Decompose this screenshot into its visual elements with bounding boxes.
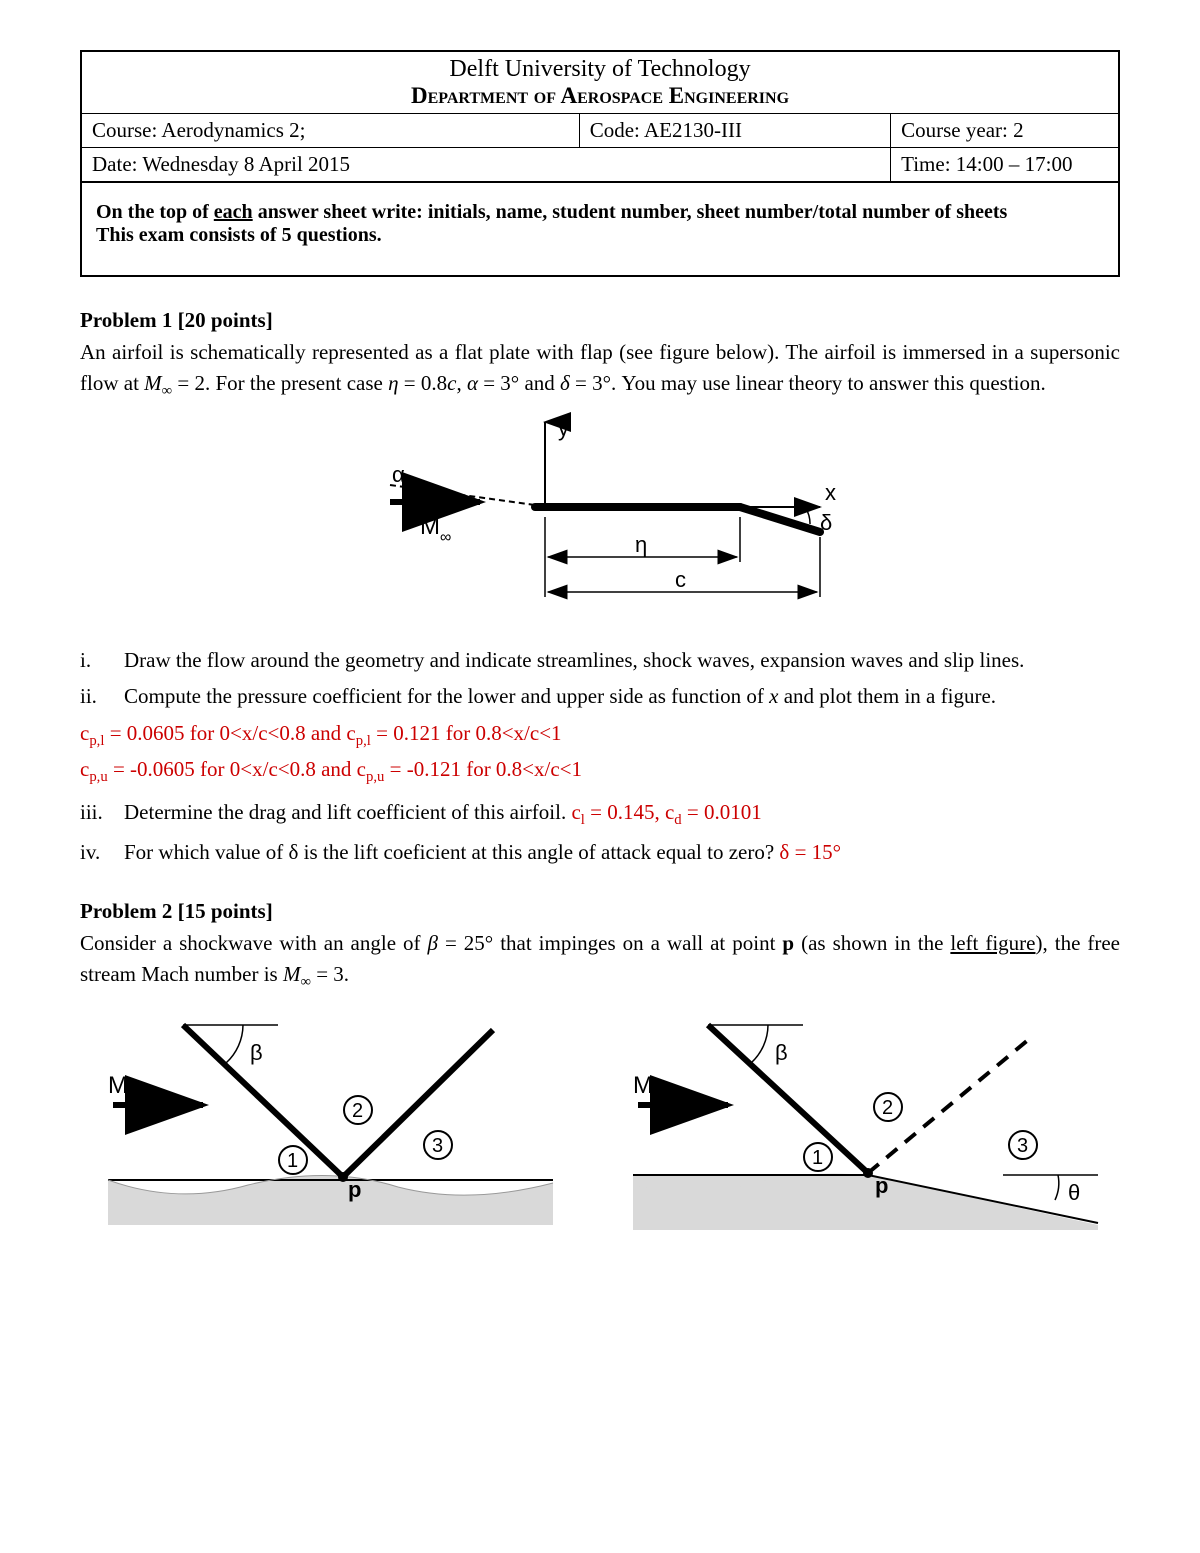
course-cell: Course: Aerodynamics 2; <box>81 114 579 148</box>
instructions-line-1: On the top of each answer sheet write: i… <box>96 201 1104 224</box>
label-x: x <box>825 480 836 505</box>
label-delta: δ <box>820 510 832 535</box>
label-minf: M∞ <box>420 513 451 546</box>
p1-item-iii: iii. Determine the drag and lift coeffic… <box>80 797 762 832</box>
problem-1-list-b: iii. Determine the drag and lift coeffic… <box>80 797 1120 868</box>
p1-answer-2: cp,u = -0.0605 for 0<x/c<0.8 and cp,u = … <box>80 754 1120 789</box>
instr-1b: answer sheet write: initials, name, stud… <box>253 201 1008 223</box>
label-minf-l: M∞ <box>108 1072 139 1105</box>
label-beta-l: β <box>250 1040 263 1065</box>
code-cell: Code: AE2130-III <box>579 114 890 148</box>
region-3-r: 3 <box>1017 1135 1028 1157</box>
department-name: Department of Aerospace Engineering <box>92 83 1108 109</box>
region-1-r: 1 <box>812 1147 823 1169</box>
university-name: Delft University of Technology <box>92 56 1108 83</box>
figure-2-left-svg: β M∞ 1 2 3 p <box>98 1015 568 1235</box>
roman-iii: iii. <box>80 797 124 832</box>
figure-2-right: β M∞ θ 1 2 3 p <box>615 1015 1120 1243</box>
figure-2-right-svg: β M∞ θ 1 2 3 p <box>623 1015 1113 1235</box>
roman-i: i. <box>80 645 124 675</box>
row-course: Course: Aerodynamics 2; Code: AE2130-III… <box>81 114 1119 148</box>
problem-1-heading: Problem 1 [20 points] <box>80 305 1120 335</box>
title-cell: Delft University of Technology Departmen… <box>81 51 1119 114</box>
p1-answer-1: cp,l = 0.0605 for 0<x/c<0.8 and cp,l = 0… <box>80 718 1120 753</box>
instructions-line-2: This exam consists of 5 questions. <box>96 224 1104 247</box>
point-p-l: p <box>348 1177 361 1202</box>
problem-1-body: An airfoil is schematically represented … <box>80 337 1120 402</box>
title-row: Delft University of Technology Departmen… <box>81 51 1119 114</box>
p1-iv-text: For which value of δ is the lift coefici… <box>124 837 841 867</box>
problem-2-body: Consider a shockwave with an angle of β … <box>80 928 1120 993</box>
region-2-r: 2 <box>882 1097 893 1119</box>
region-2-l: 2 <box>352 1100 363 1122</box>
p1-i-text: Draw the flow around the geometry and in… <box>124 645 1024 675</box>
instr-1u: each <box>214 201 253 223</box>
problem-2-heading: Problem 2 [15 points] <box>80 896 1120 926</box>
p1-ii-text: Compute the pressure coefficient for the… <box>124 681 996 711</box>
roman-ii: ii. <box>80 681 124 711</box>
p1-iv-answer: δ = 15° <box>779 840 841 864</box>
label-alpha: α <box>392 462 405 487</box>
label-beta-r: β <box>775 1040 788 1065</box>
row-date: Date: Wednesday 8 April 2015 Time: 14:00… <box>81 148 1119 183</box>
p1-item-iv: iv. For which value of δ is the lift coe… <box>80 837 841 867</box>
p1-item-ii: ii. Compute the pressure coefficient for… <box>80 681 996 711</box>
label-minf-r: M∞ <box>633 1072 664 1105</box>
time-cell: Time: 14:00 – 17:00 <box>891 148 1119 183</box>
label-c: c <box>675 567 686 592</box>
problem-1-list: i. Draw the flow around the geometry and… <box>80 645 1120 712</box>
p1-iii-answer: cl = 0.145, cd = 0.0101 <box>571 800 761 824</box>
date-cell: Date: Wednesday 8 April 2015 <box>81 148 891 183</box>
figure-1: y x α M∞ δ <box>80 412 1120 630</box>
label-y: y <box>558 416 569 441</box>
problem-1: Problem 1 [20 points] An airfoil is sche… <box>80 305 1120 868</box>
label-eta: η <box>635 532 647 557</box>
region-3-l: 3 <box>432 1135 443 1157</box>
header-table: Delft University of Technology Departmen… <box>80 50 1120 183</box>
region-1-l: 1 <box>287 1150 298 1172</box>
page: Delft University of Technology Departmen… <box>0 0 1200 1553</box>
figure-2-row: β M∞ 1 2 3 p <box>80 1005 1120 1257</box>
problem-2: Problem 2 [15 points] Consider a shockwa… <box>80 896 1120 1258</box>
year-cell: Course year: 2 <box>891 114 1119 148</box>
label-theta: θ <box>1068 1180 1080 1205</box>
p1-item-i: i. Draw the flow around the geometry and… <box>80 645 1024 675</box>
point-p-r: p <box>875 1173 888 1198</box>
roman-iv: iv. <box>80 837 124 867</box>
figure-2-left: β M∞ 1 2 3 p <box>80 1015 585 1243</box>
figure-1-svg: y x α M∞ δ <box>320 412 880 622</box>
p1-iii-text: Determine the drag and lift coefficient … <box>124 797 762 832</box>
instr-1a: On the top of <box>96 201 214 223</box>
instructions-box: On the top of each answer sheet write: i… <box>80 183 1120 277</box>
